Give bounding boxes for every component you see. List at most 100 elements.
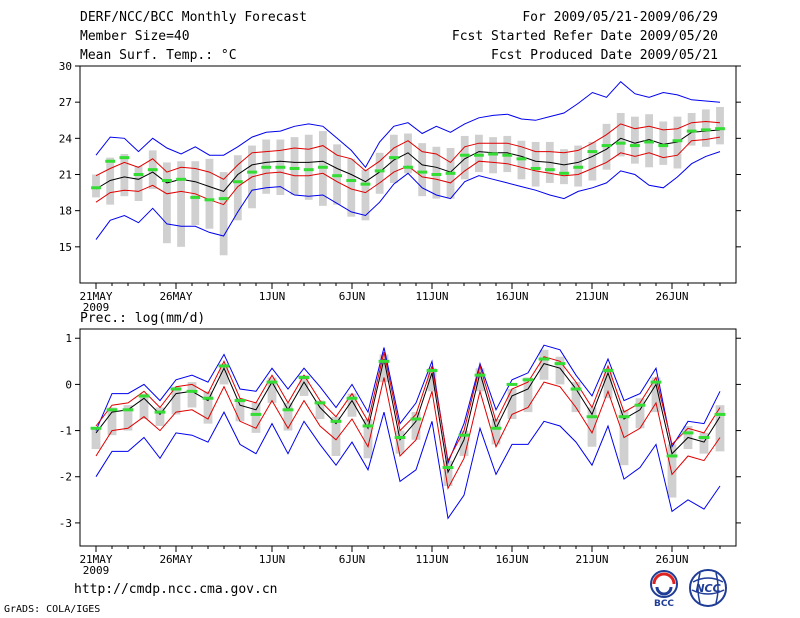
precip-ensemble-box (379, 354, 389, 383)
source-url[interactable]: http://cmdp.ncc.cma.gov.cn (74, 582, 278, 597)
temp-ensemble-box (432, 146, 441, 199)
precip-median-mark (458, 433, 470, 437)
temp-median-mark (516, 157, 527, 161)
precip-title: Prec.: log(mm/d) (80, 311, 205, 326)
temp-median-mark (261, 165, 272, 169)
precip-median-mark (650, 380, 662, 384)
temp-ensemble-box (347, 158, 356, 217)
precip-ensemble-box (667, 444, 677, 498)
temp-median-mark (190, 195, 201, 199)
temp-ensemble-box (531, 141, 540, 187)
temp-xtick-label: 21MAY (79, 290, 112, 303)
temp-ensemble-box (631, 116, 639, 164)
temp-median-mark (176, 177, 186, 181)
ncc-logo: NCC (689, 569, 727, 607)
precip-xtick-label: 16JUN (495, 553, 528, 566)
precip-median-mark (314, 401, 326, 405)
precip-median-mark (698, 436, 710, 439)
precip-median-mark (442, 466, 454, 470)
precip-upper-extreme-line (95, 344, 721, 465)
precip-ensemble-box (443, 460, 453, 486)
temp-median-mark (658, 144, 669, 148)
precip-ytick-label: -1 (59, 425, 72, 438)
temp-median-mark (530, 166, 541, 170)
temp-median-mark (559, 171, 569, 175)
temp-ytick-label: 15 (59, 241, 72, 254)
precip-xtick-label: 26MAY (159, 553, 192, 566)
precip-median-mark (378, 359, 390, 363)
precip-ensemble-box (299, 375, 309, 396)
temp-ensemble-box (687, 113, 696, 146)
precip-ytick-label: 1 (65, 332, 72, 345)
temp-xtick-label: 21JUN (575, 290, 608, 303)
precip-xtick-label: 21MAY (79, 553, 112, 566)
temp-xtick-label: 26JUN (655, 290, 688, 303)
precip-ensemble-box (235, 398, 245, 422)
precip-ensemble-box (395, 430, 405, 454)
precip-ensemble-box (187, 382, 197, 408)
precip-lower-extreme-line (95, 411, 721, 520)
temp-median-mark (303, 168, 314, 172)
precip-median-mark (330, 419, 342, 423)
temp-variable-label: Mean Surf. Temp.: °C (80, 48, 237, 63)
temp-ensemble-box (659, 121, 668, 165)
precip-median-mark (90, 426, 102, 430)
precip-median-mark (122, 408, 134, 412)
temp-median-mark (147, 168, 158, 172)
precip-xtick-label: 21JUN (575, 553, 608, 566)
precip-panel: -3 -2 -1 0 1 21MAY 26MAY 1JUN 6JUN 11JUN 16JUN 21JU… (59, 311, 741, 577)
precip-frame (79, 328, 737, 547)
precip-ensemble-box (539, 349, 549, 380)
temp-median-mark (615, 141, 626, 145)
temp-ensemble-box (560, 149, 568, 185)
precip-median-mark (666, 454, 678, 458)
precip-ensemble-box (635, 398, 645, 429)
precip-ensemble-box (555, 356, 565, 385)
temp-median-mark (388, 156, 399, 160)
temp-ensemble-box (361, 169, 370, 221)
precip-ensemble-box (315, 400, 325, 420)
precip-ensemble-box (507, 389, 517, 420)
precip-median-mark (506, 382, 518, 386)
temp-median-mark (318, 165, 328, 169)
precip-median-mark (570, 387, 582, 391)
precip-ensemble-box (459, 430, 469, 456)
precip-ensemble-box (699, 432, 709, 454)
grads-credit: GrADS: COLA/IGES (4, 604, 101, 615)
temp-upper-extreme-line (95, 81, 721, 169)
precip-median-mark (138, 394, 150, 398)
temp-median-mark (289, 166, 300, 170)
temp-ensemble-box (616, 113, 625, 157)
temp-median-mark (417, 170, 428, 174)
precip-median-mark (490, 426, 502, 430)
precip-median-mark (298, 375, 310, 379)
precip-ensemble-mean-line (95, 358, 721, 474)
precip-median-mark (538, 357, 550, 361)
temp-ensemble-box (134, 166, 143, 202)
precip-ensemble-box (587, 407, 597, 447)
temp-median-mark (488, 152, 498, 156)
ncc-logo-text: NCC (695, 582, 720, 595)
temp-xtick-label: 6JUN (339, 290, 366, 303)
precip-median-mark (602, 369, 614, 373)
bcc-logo-text: BCC (654, 599, 674, 608)
precip-ytick-label: -2 (59, 471, 72, 484)
precip-ensemble-box (491, 419, 501, 445)
precip-ytick-label: 0 (65, 378, 72, 391)
precip-ensemble-box (427, 368, 437, 392)
precip-median-mark (714, 412, 726, 416)
temp-median-mark (105, 159, 116, 163)
precip-xtick-label: 6JUN (339, 553, 366, 566)
precip-ensemble-box (347, 393, 357, 417)
temp-ensemble-box (701, 109, 710, 147)
bcc-logo: BCC (650, 570, 678, 608)
precip-ensemble-box (571, 382, 581, 413)
forecast-start-date: Fcst Started Refer Date 2009/05/20 (451, 29, 718, 44)
precip-ensemble-box (107, 407, 117, 436)
precip-lower-spread-line (95, 377, 721, 490)
precip-ensemble-box (715, 405, 725, 452)
precip-xtick-label: 1JUN (259, 553, 286, 566)
temp-median-mark (700, 128, 711, 132)
forecast-produced-date: Fcst Produced Date 2009/05/21 (491, 48, 718, 63)
